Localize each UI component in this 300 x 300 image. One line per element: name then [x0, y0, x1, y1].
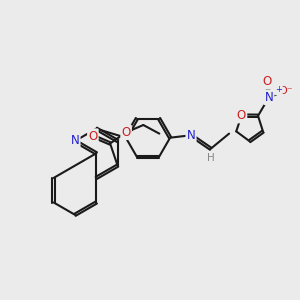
Text: O: O — [88, 130, 98, 142]
Text: N: N — [265, 91, 273, 104]
Text: N: N — [187, 129, 195, 142]
Text: O: O — [263, 75, 272, 88]
Text: O⁻: O⁻ — [278, 86, 293, 96]
Text: O: O — [237, 109, 246, 122]
Text: H: H — [207, 153, 215, 164]
Text: N: N — [70, 134, 80, 148]
Text: +: + — [275, 85, 282, 94]
Text: O: O — [122, 126, 131, 139]
